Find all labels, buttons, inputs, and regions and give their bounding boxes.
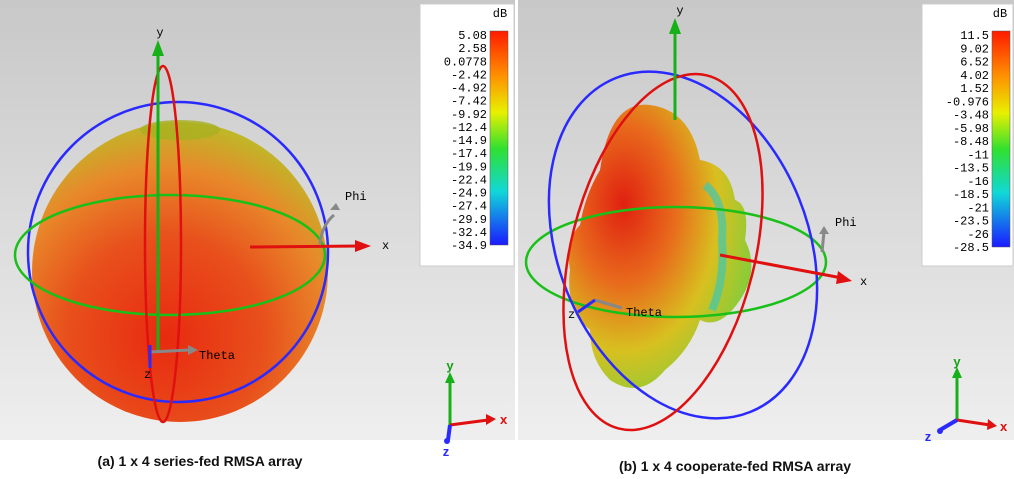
caption: (b) 1 x 4 cooperate-fed RMSA array [619,458,851,474]
triad-a [444,372,496,444]
pattern-b [524,18,852,432]
axis-label: Theta [626,306,662,320]
colorbar-label: 5.08 [458,29,487,43]
colorbar-label: -23.5 [953,215,989,229]
axis-label: Theta [199,349,235,363]
triad-label: x [500,412,508,427]
axis-label: Phi [835,216,857,230]
caption-bg [0,440,1014,479]
triad-label: z [443,444,450,459]
colorbar-label: -26 [967,228,989,242]
colorbar [991,30,1011,248]
colorbar [489,30,509,246]
colorbar-label: -2.42 [451,68,487,82]
caption: (a) 1 x 4 series-fed RMSA array [98,453,303,469]
colorbar-label: -22.4 [451,173,487,187]
colorbar-label: 4.02 [960,69,989,83]
colorbar-label: -9.92 [451,108,487,122]
colorbar-label: 9.02 [960,42,989,56]
colorbar-label: -8.48 [953,135,989,149]
colorbar-label: -13.5 [953,162,989,176]
colorbar-label: -11 [967,148,989,162]
colorbar-label: -4.92 [451,82,487,96]
colorbar-label: -34.9 [451,239,487,253]
colorbar-label: 0.0778 [444,55,487,69]
colorbar-label: 2.58 [458,42,487,56]
colorbar-label: -3.48 [953,109,989,123]
colorbar-label: -12.4 [451,121,487,135]
colorbar-unit: dB [493,7,507,21]
colorbar-label: -18.5 [953,188,989,202]
colorbar-label: -29.9 [451,213,487,227]
colorbar-label: -17.4 [451,147,487,161]
colorbar-label: 1.52 [960,82,989,96]
triad-label: x [1000,419,1008,434]
colorbar-label: 6.52 [960,56,989,70]
axis-label: z [568,308,575,322]
pattern-a [13,40,371,424]
colorbar-label: -28.5 [953,241,989,255]
triad-label: z [925,429,932,444]
axis-label: y [676,4,683,18]
colorbar-label: -21 [967,201,989,215]
colorbar-label: -32.4 [451,226,487,240]
axis-label: x [860,275,867,289]
axis-label: y [156,26,163,40]
colorbar-label: -24.9 [451,187,487,201]
colorbar-label: -5.98 [953,122,989,136]
axis-label: x [382,239,389,253]
colorbar-label: -19.9 [451,160,487,174]
triad-label: y [953,354,961,369]
colorbar-label: -27.4 [451,200,487,214]
axis-label: z [144,368,151,382]
colorbar-label: -16 [967,175,989,189]
colorbar-label: -14.9 [451,134,487,148]
triad-b [937,367,997,434]
colorbar-label: -7.42 [451,95,487,109]
axis-label: Phi [345,190,367,204]
colorbar-label: 11.5 [960,29,989,43]
colorbar-unit: dB [993,7,1007,21]
colorbar-label: -0.976 [946,95,989,109]
triad-label: y [446,358,454,373]
